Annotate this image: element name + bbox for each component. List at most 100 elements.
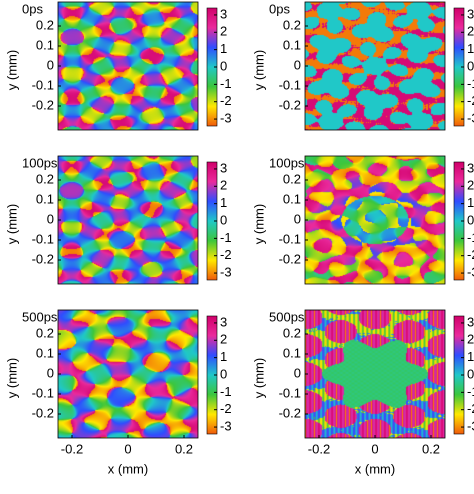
- panel-title: 500ps: [269, 309, 305, 324]
- colorbar-tick-label: 1: [220, 41, 227, 56]
- colorbar-tick-label: -3: [467, 418, 474, 433]
- y-tick-label: -0.1: [279, 231, 301, 246]
- colorbar-tick-label: -1: [467, 76, 474, 91]
- colorbar-tick-label: 2: [220, 24, 227, 39]
- phase-map: [58, 2, 198, 130]
- y-tick-label: -0.1: [32, 77, 54, 92]
- colorbar-tick-label: 3: [220, 314, 227, 329]
- x-tick-label: 0.2: [422, 441, 440, 456]
- x-axis-label: x (mm): [355, 461, 395, 476]
- y-tick-label: 0.2: [36, 17, 54, 32]
- panel-title: 0ps: [22, 1, 43, 16]
- colorbar-tick-label: 0: [220, 366, 227, 381]
- y-tick-label: -0.1: [279, 385, 301, 400]
- colorbar-tick-label: 2: [220, 332, 227, 347]
- colorbar-tick-label: -2: [467, 93, 474, 108]
- x-tick-label: 0.2: [175, 441, 193, 456]
- colorbar-tick-label: 3: [467, 6, 474, 21]
- phase-map: [305, 2, 445, 130]
- y-axis-label: y (mm): [4, 50, 19, 90]
- y-tick-label: 0.1: [36, 37, 54, 52]
- x-tick-label: 0: [124, 441, 131, 456]
- phase-map: [58, 310, 198, 438]
- y-axis-label: y (mm): [4, 358, 19, 398]
- y-tick-label: -0.1: [279, 77, 301, 92]
- colorbar-tick-label: -2: [220, 247, 232, 262]
- colorbar-tick-label: 3: [220, 160, 227, 175]
- x-tick-label: 0: [371, 441, 378, 456]
- y-axis-label: y (mm): [4, 204, 19, 244]
- y-axis-label: y (mm): [251, 50, 266, 90]
- colorbar-tick-label: -1: [220, 384, 232, 399]
- x-tick-label: -0.2: [308, 441, 330, 456]
- phase-map: [305, 156, 445, 284]
- phase-map: [58, 156, 198, 284]
- colorbar-tick-label: 0: [220, 58, 227, 73]
- colorbar-tick-label: 2: [467, 24, 474, 39]
- colorbar-tick-label: 1: [467, 349, 474, 364]
- y-axis-label: y (mm): [251, 204, 266, 244]
- y-tick-label: 0: [47, 211, 54, 226]
- y-tick-label: 0.2: [283, 171, 301, 186]
- y-tick-label: 0.2: [36, 171, 54, 186]
- y-tick-label: 0.1: [283, 37, 301, 52]
- panel: 0ps y (mm) 0.2 0.1 0 -0.1 -0.2 3 2 1 0 -1 -2 -3: [4, 1, 232, 131]
- y-tick-label: -0.2: [32, 251, 54, 266]
- colorbar-tick-label: 3: [220, 6, 227, 21]
- colorbar-tick-label: 1: [467, 41, 474, 56]
- y-tick-label: -0.1: [32, 385, 54, 400]
- panel: 500ps y (mm) 0.2 0.1 0 -0.1 -0.2 -0.2 0 0.2 x (mm)…: [4, 309, 231, 476]
- colorbar-tick-label: 3: [467, 314, 474, 329]
- y-tick-label: 0.1: [283, 191, 301, 206]
- panel: 100ps y (mm) 0.2 0.1 0 -0.1 -0.2 3 2 1 0 -1 -2 -3: [251, 155, 474, 285]
- y-tick-label: 0.2: [36, 325, 54, 340]
- colorbar-tick-label: 0: [467, 212, 474, 227]
- y-tick-label: 0: [47, 365, 54, 380]
- colorbar-tick-label: -3: [220, 110, 232, 125]
- colorbar-tick-label: -3: [467, 110, 474, 125]
- panel-title: 100ps: [269, 155, 305, 170]
- colorbar-tick-label: 1: [220, 349, 227, 364]
- colorbar-tick-label: -3: [220, 264, 232, 279]
- colorbar-tick-label: -3: [467, 264, 474, 279]
- y-tick-label: 0: [294, 365, 301, 380]
- y-tick-label: 0.1: [283, 345, 301, 360]
- colorbar-tick-label: 2: [467, 178, 474, 193]
- colorbar-tick-label: -1: [467, 230, 474, 245]
- colorbar-tick-label: -2: [467, 401, 474, 416]
- colorbar-tick-label: -2: [220, 93, 232, 108]
- y-tick-label: -0.2: [32, 405, 54, 420]
- colorbar-tick-label: 0: [220, 212, 227, 227]
- y-tick-label: 0.2: [283, 325, 301, 340]
- y-tick-label: 0: [294, 211, 301, 226]
- y-tick-label: -0.1: [32, 231, 54, 246]
- x-axis-label: x (mm): [108, 461, 148, 476]
- x-tick-label: -0.2: [61, 441, 83, 456]
- panel: 0ps y (mm) 0.2 0.1 0 -0.1 -0.2 3 2 1 0 -1 -2 -3: [251, 1, 474, 131]
- y-tick-label: 0.2: [283, 17, 301, 32]
- y-tick-label: 0.1: [36, 345, 54, 360]
- colorbar-tick-label: -2: [467, 247, 474, 262]
- panel-title: 0ps: [269, 1, 290, 16]
- colorbar-tick-label: 0: [467, 58, 474, 73]
- colorbar-tick-label: -1: [220, 76, 232, 91]
- y-tick-label: 0: [294, 57, 301, 72]
- panel: 100ps y (mm) 0.2 0.1 0 -0.1 -0.2 3 2 1 0 -1 -2 -3: [4, 155, 232, 285]
- phase-map: [305, 310, 445, 438]
- colorbar-tick-label: 1: [220, 195, 227, 210]
- y-tick-label: -0.2: [279, 405, 301, 420]
- colorbar-tick-label: 0: [467, 366, 474, 381]
- y-axis-label: y (mm): [251, 358, 266, 398]
- panel: 500ps y (mm) 0.2 0.1 0 -0.1 -0.2 -0.2 0 0.2 x (mm)…: [251, 309, 474, 476]
- colorbar-tick-label: 2: [220, 178, 227, 193]
- colorbar-tick-label: 2: [467, 332, 474, 347]
- colorbar-tick-label: -1: [467, 384, 474, 399]
- y-tick-label: 0: [47, 57, 54, 72]
- colorbar-tick-label: -1: [220, 230, 232, 245]
- colorbar-tick-label: -2: [220, 401, 232, 416]
- y-tick-label: -0.2: [279, 97, 301, 112]
- y-tick-label: 0.1: [36, 191, 54, 206]
- panel-title: 500ps: [22, 309, 58, 324]
- colorbar-tick-label: 1: [467, 195, 474, 210]
